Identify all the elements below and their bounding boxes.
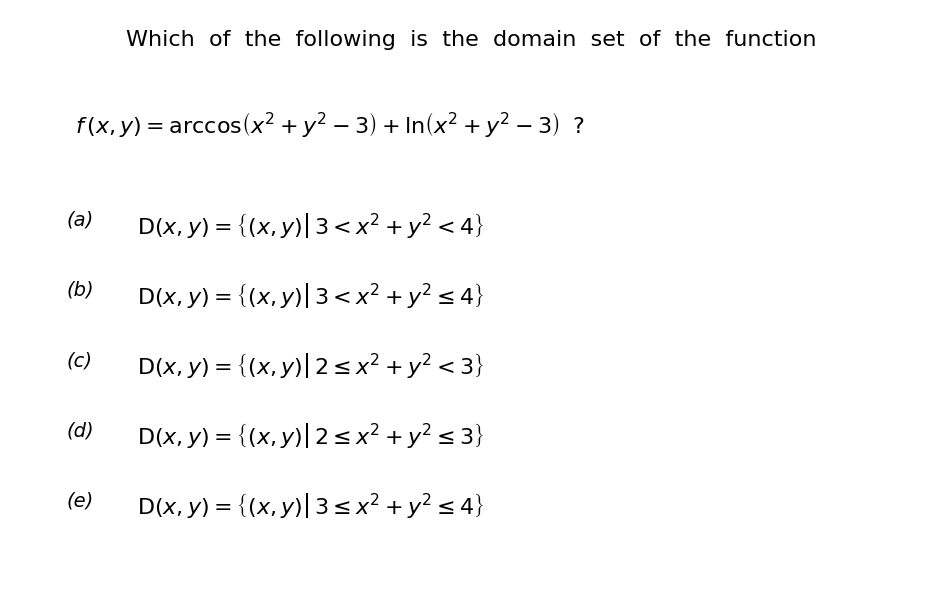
Text: $f\,(x,y)=\arccos\!\left(x^2+y^2-3\right)+\ln\!\left(x^2+y^2-3\right)\;\;?$: $f\,(x,y)=\arccos\!\left(x^2+y^2-3\right… [75,110,585,139]
Text: $\mathrm{D}(x,y)=\left\{(x,y)\middle|\, 3\leq x^2+y^2\leq 4\right\}$: $\mathrm{D}(x,y)=\left\{(x,y)\middle|\, … [137,491,484,520]
Text: $\mathrm{D}(x,y)=\left\{(x,y)\middle|\, 2\leq x^2+y^2\leq 3\right\}$: $\mathrm{D}(x,y)=\left\{(x,y)\middle|\, … [137,421,484,450]
Text: (e): (e) [66,491,93,510]
Text: (c): (c) [66,351,92,370]
Text: (a): (a) [66,211,93,230]
Text: $\mathrm{D}(x,y)=\left\{(x,y)\middle|\, 3<x^2+y^2<4\right\}$: $\mathrm{D}(x,y)=\left\{(x,y)\middle|\, … [137,211,484,240]
Text: Which  of  the  following  is  the  domain  set  of  the  function: Which of the following is the domain set… [126,30,817,50]
Text: $\mathrm{D}(x,y)=\left\{(x,y)\middle|\, 3<x^2+y^2\leq 4\right\}$: $\mathrm{D}(x,y)=\left\{(x,y)\middle|\, … [137,281,484,310]
Text: (d): (d) [66,421,93,440]
Text: $\mathrm{D}(x,y)=\left\{(x,y)\middle|\, 2\leq x^2+y^2<3\right\}$: $\mathrm{D}(x,y)=\left\{(x,y)\middle|\, … [137,351,484,380]
Text: (b): (b) [66,281,93,300]
